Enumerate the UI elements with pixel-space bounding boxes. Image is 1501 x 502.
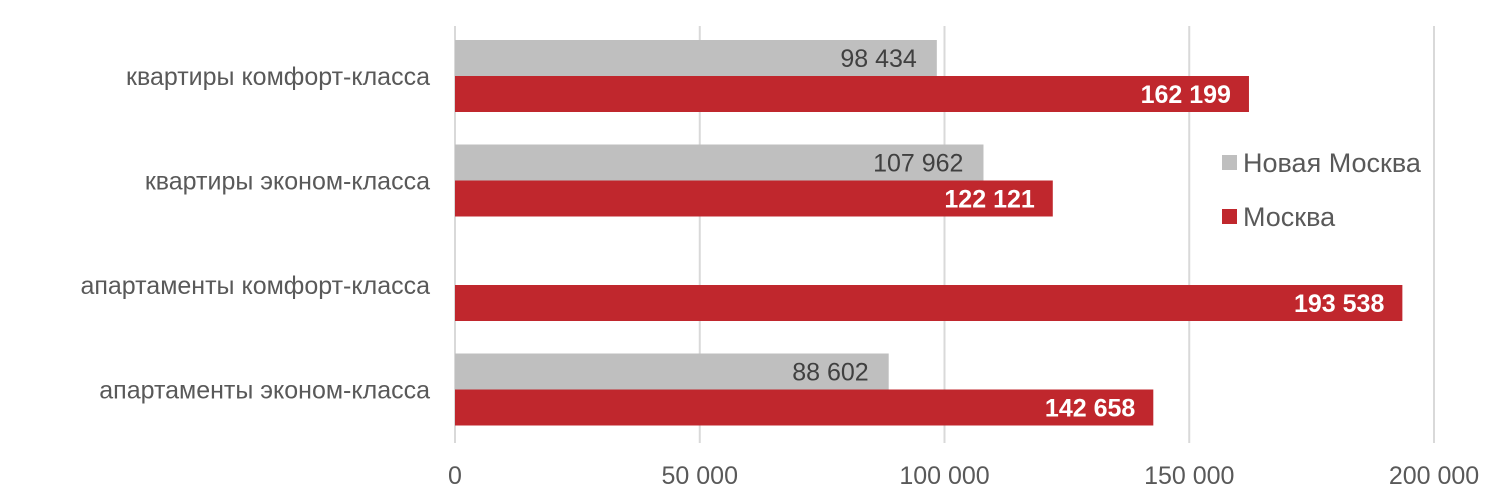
category-label: апартаменты комфорт-класса — [80, 272, 430, 300]
x-tick-label: 200 000 — [1389, 462, 1479, 490]
data-label: 88 602 — [792, 359, 868, 387]
x-tick-label: 150 000 — [1144, 462, 1234, 490]
data-label: 193 538 — [1294, 290, 1384, 318]
bar-moskva — [455, 389, 1154, 426]
category-label: квартиры комфорт-класса — [126, 63, 430, 91]
legend-swatch — [1222, 155, 1237, 170]
bar-moskva — [455, 285, 1403, 321]
bar-novaya-moskva — [455, 144, 984, 181]
legend-label: Москва — [1243, 202, 1336, 232]
data-label: 162 199 — [1141, 81, 1231, 109]
axes: 0 50 000 100 000 150 000 200 000 квартиры ком… — [80, 63, 1479, 490]
category-label: квартиры эконом-класса — [145, 168, 430, 196]
data-label: 122 121 — [944, 186, 1034, 214]
data-label: 98 434 — [840, 45, 917, 73]
data-labels: 98 434 162 199 107 962 122 121 193 538 88 602… — [792, 45, 1384, 423]
bar-novaya-moskva — [455, 353, 889, 390]
legend-swatch — [1222, 209, 1237, 224]
bar-moskva — [455, 76, 1249, 112]
category-label: апартаменты эконом-класса — [99, 377, 430, 405]
x-tick-label: 50 000 — [662, 462, 738, 490]
bar-novaya-moskva — [455, 40, 937, 76]
legend: Новая Москва Москва — [1222, 148, 1422, 232]
data-label: 142 658 — [1045, 395, 1135, 423]
legend-label: Новая Москва — [1243, 148, 1422, 178]
bars — [455, 40, 1403, 426]
bar-moskva — [455, 180, 1053, 217]
data-label: 107 962 — [873, 150, 963, 178]
x-tick-label: 100 000 — [899, 462, 989, 490]
x-tick-label: 0 — [448, 462, 462, 490]
